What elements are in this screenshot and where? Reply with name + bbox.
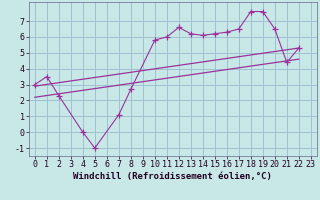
X-axis label: Windchill (Refroidissement éolien,°C): Windchill (Refroidissement éolien,°C) [73, 172, 272, 181]
